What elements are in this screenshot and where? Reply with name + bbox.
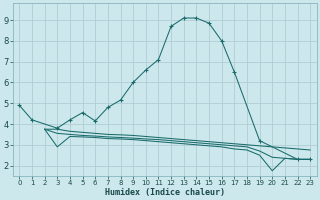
X-axis label: Humidex (Indice chaleur): Humidex (Indice chaleur) [105, 188, 225, 197]
